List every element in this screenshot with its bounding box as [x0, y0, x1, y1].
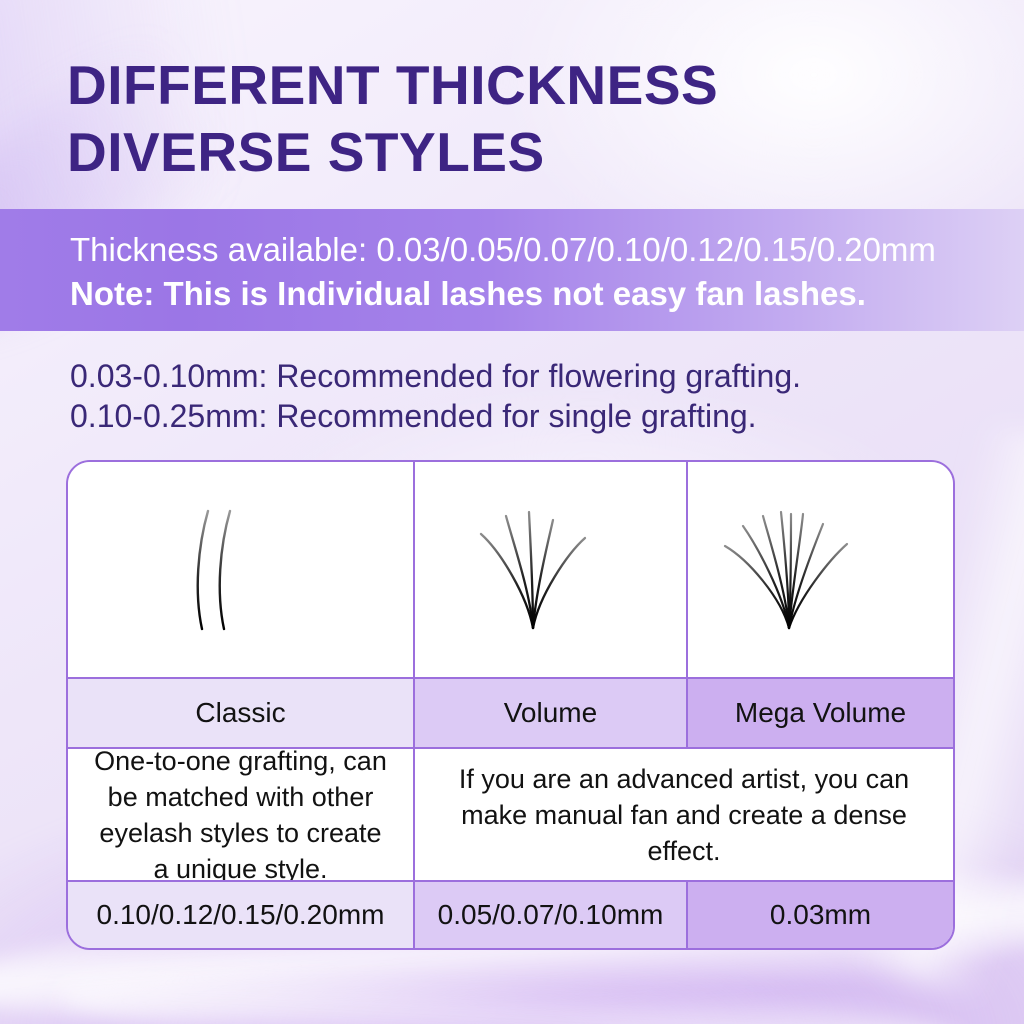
- classic-lash-cell: [68, 462, 415, 677]
- mega-volume-thickness-value: 0.03mm: [688, 880, 953, 948]
- classic-description: One-to-one grafting, can be matched with…: [68, 746, 415, 884]
- page-title: DIFFERENT THICKNESS DIVERSE STYLES: [67, 52, 718, 186]
- volume-lash-cell: [415, 462, 688, 677]
- classic-lash-icon: [196, 509, 231, 630]
- recommendation-text: 0.03-0.10mm: Recommended for flowering g…: [70, 356, 801, 436]
- page-title-line2: DIVERSE STYLES: [67, 121, 545, 183]
- volume-thickness-value: 0.05/0.07/0.10mm: [415, 880, 688, 948]
- recommendation-line-flowering: 0.03-0.10mm: Recommended for flowering g…: [70, 358, 802, 394]
- lash-style-comparison-table: Classic Volume Mega Volume One-to-one gr…: [66, 460, 955, 950]
- classic-thickness-value: 0.10/0.12/0.15/0.20mm: [68, 880, 415, 948]
- classic-label: Classic: [68, 677, 415, 747]
- mega-volume-label: Mega Volume: [688, 677, 953, 747]
- background-silk-highlight: [58, 950, 962, 1024]
- mega-volume-lash-icon: [723, 510, 848, 629]
- banner-note-text: Note: This is Individual lashes not easy…: [70, 275, 866, 312]
- thickness-available-text: Thickness available: 0.03/0.05/0.07/0.10…: [70, 231, 936, 268]
- mega-volume-lash-cell: [688, 462, 953, 677]
- recommendation-line-single: 0.10-0.25mm: Recommended for single graf…: [70, 398, 757, 434]
- volume-lash-icon: [479, 510, 586, 629]
- volume-label: Volume: [415, 677, 688, 747]
- thickness-banner: Thickness available: 0.03/0.05/0.07/0.10…: [0, 209, 1024, 331]
- page-title-line1: DIFFERENT THICKNESS: [67, 54, 719, 116]
- volume-mega-description: If you are an advanced artist, you can m…: [415, 747, 953, 880]
